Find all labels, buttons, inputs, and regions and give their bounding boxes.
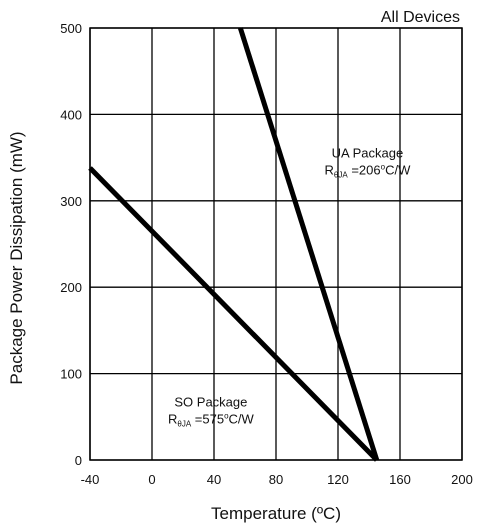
- x-tick-label: 200: [451, 472, 473, 487]
- annotation-resistance: RθJA =206oC/W: [325, 163, 412, 180]
- x-tick-label: 0: [148, 472, 155, 487]
- x-tick-labels: -40 0 40 80 120 160 200: [81, 472, 473, 487]
- annotation-degree-symbol: o: [224, 411, 229, 420]
- annotation-value: =206: [348, 163, 381, 178]
- annotation-r-symbol: R: [168, 411, 177, 426]
- y-axis-title: Package Power Dissipation (mW): [7, 131, 26, 384]
- annotation-degree-symbol: o: [381, 163, 386, 172]
- annotation-unit: C/W: [385, 163, 411, 178]
- annotation-title: UA Package: [332, 146, 404, 161]
- annotation-unit: C/W: [229, 411, 255, 426]
- series-line-1: [88, 166, 379, 462]
- plot-frame: [89, 27, 463, 461]
- y-tick-label: 400: [60, 107, 82, 122]
- chart-title: All Devices: [381, 9, 460, 26]
- annotation-subscript: θJA: [334, 171, 348, 180]
- annotation-value: =575: [191, 411, 224, 426]
- x-tick-label: 80: [269, 472, 283, 487]
- annotation-subscript: θJA: [177, 419, 191, 428]
- annotation-r-symbol: R: [325, 163, 334, 178]
- y-tick-labels: 0 100 200 300 400 500: [60, 21, 82, 468]
- y-tick-label: 100: [60, 367, 82, 382]
- x-axis-title: Temperature (ºC): [211, 504, 341, 523]
- y-tick-label: 200: [60, 280, 82, 295]
- grid-lines: [89, 27, 463, 461]
- annotation-resistance: RθJA =575oC/W: [168, 411, 255, 428]
- y-tick-label: 500: [60, 21, 82, 36]
- series-line-0: [237, 27, 380, 461]
- x-tick-label: 40: [207, 472, 221, 487]
- x-tick-label: 120: [327, 472, 349, 487]
- annotation-title: SO Package: [174, 394, 247, 409]
- series-lines: [88, 27, 380, 462]
- y-tick-label: 0: [75, 453, 82, 468]
- y-tick-label: 300: [60, 194, 82, 209]
- x-tick-label: -40: [81, 472, 100, 487]
- x-tick-label: 160: [389, 472, 411, 487]
